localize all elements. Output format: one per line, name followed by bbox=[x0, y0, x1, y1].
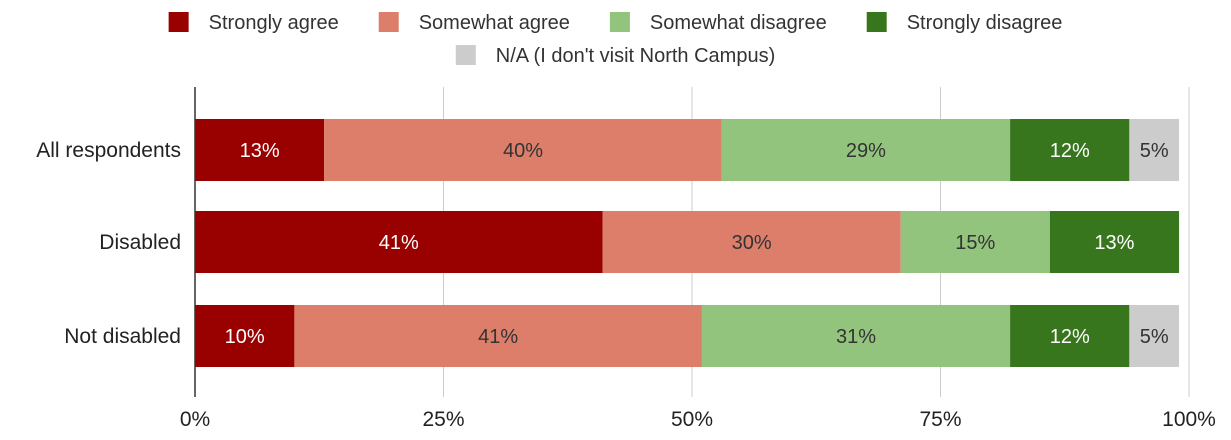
legend-item-n-a-i-don-t-visit-north-campus: N/A (I don't visit North Campus) bbox=[455, 45, 775, 67]
legend-swatch-n-a-i-don-t-visit-north-campus bbox=[455, 45, 476, 65]
legend-item-strongly-agree: Strongly agree bbox=[168, 12, 339, 34]
bar-segment-strongly-disagree bbox=[1010, 119, 1130, 181]
data-label: 13% bbox=[240, 140, 280, 162]
legend-swatch-strongly-disagree bbox=[866, 12, 887, 32]
data-label: 15% bbox=[955, 232, 995, 254]
bar-segment-n-a-i-don-t-visit-north-campus bbox=[1129, 305, 1180, 367]
bar-segment-somewhat-agree bbox=[602, 211, 901, 273]
x-tick-label: 50% bbox=[671, 408, 713, 431]
data-label: 5% bbox=[1140, 326, 1169, 348]
bar-segment-strongly-agree bbox=[195, 211, 603, 273]
legend-swatch-strongly-agree bbox=[168, 12, 189, 32]
x-tick-label: 75% bbox=[919, 408, 961, 431]
legend-label-somewhat-disagree: Somewhat disagree bbox=[650, 12, 827, 34]
bar-segment-somewhat-agree bbox=[294, 305, 702, 367]
data-label: 5% bbox=[1140, 140, 1169, 162]
legend-item-somewhat-disagree: Somewhat disagree bbox=[609, 12, 827, 34]
bar-row-all-respondents: 13% 40% 29% 12% 5% bbox=[195, 119, 1180, 181]
bar-row-disabled: 41% 30% 15% 13% bbox=[195, 211, 1180, 273]
legend-item-somewhat-agree: Somewhat agree bbox=[378, 12, 570, 34]
data-label: 12% bbox=[1050, 140, 1090, 162]
data-label: 30% bbox=[732, 232, 772, 254]
legend-label-strongly-disagree: Strongly disagree bbox=[907, 12, 1063, 34]
x-tick-label: 25% bbox=[422, 408, 464, 431]
legend-label-strongly-agree: Strongly agree bbox=[209, 12, 339, 34]
bar-segment-somewhat-disagree bbox=[701, 305, 1011, 367]
legend-label-n-a-i-don-t-visit-north-campus: N/A (I don't visit North Campus) bbox=[496, 45, 775, 67]
bar-segment-strongly-disagree bbox=[1010, 305, 1130, 367]
bar-segment-n-a-i-don-t-visit-north-campus bbox=[1129, 119, 1180, 181]
legend-swatch-somewhat-agree bbox=[378, 12, 399, 32]
y-tick-label: All respondents bbox=[36, 139, 181, 162]
data-label: 29% bbox=[846, 140, 886, 162]
data-label: 10% bbox=[225, 326, 265, 348]
bar-segment-strongly-agree bbox=[195, 305, 295, 367]
axes: All respondents Disabled Not disabled 0% 25%… bbox=[36, 87, 1216, 431]
x-tick-label: 0% bbox=[180, 408, 210, 431]
bar-segment-somewhat-disagree bbox=[721, 119, 1011, 181]
data-label: 40% bbox=[503, 140, 543, 162]
bar-segment-somewhat-disagree bbox=[900, 211, 1050, 273]
bar-row-not-disabled: 10% 41% 31% 12% 5% bbox=[195, 305, 1180, 367]
bar-segment-strongly-disagree bbox=[1049, 211, 1180, 273]
bar-segment-somewhat-agree bbox=[324, 119, 722, 181]
data-label: 12% bbox=[1050, 326, 1090, 348]
y-tick-label: Not disabled bbox=[64, 325, 181, 348]
bars: 13% 40% 29% 12% 5% 41% 30% 15% 13% 10% 41% 31% 12% 5% bbox=[195, 119, 1180, 367]
legend-item-strongly-disagree: Strongly disagree bbox=[866, 12, 1063, 34]
data-label: 41% bbox=[379, 232, 419, 254]
y-tick-label: Disabled bbox=[99, 231, 181, 254]
legend: Strongly agree Somewhat agree Somewhat dis… bbox=[168, 12, 1063, 67]
legend-swatch-somewhat-disagree bbox=[609, 12, 630, 32]
x-tick-label: 100% bbox=[1162, 408, 1216, 431]
data-label: 41% bbox=[478, 326, 518, 348]
data-label: 13% bbox=[1094, 232, 1134, 254]
legend-label-somewhat-agree: Somewhat agree bbox=[419, 12, 570, 34]
data-label: 31% bbox=[836, 326, 876, 348]
bar-segment-strongly-agree bbox=[195, 119, 325, 181]
